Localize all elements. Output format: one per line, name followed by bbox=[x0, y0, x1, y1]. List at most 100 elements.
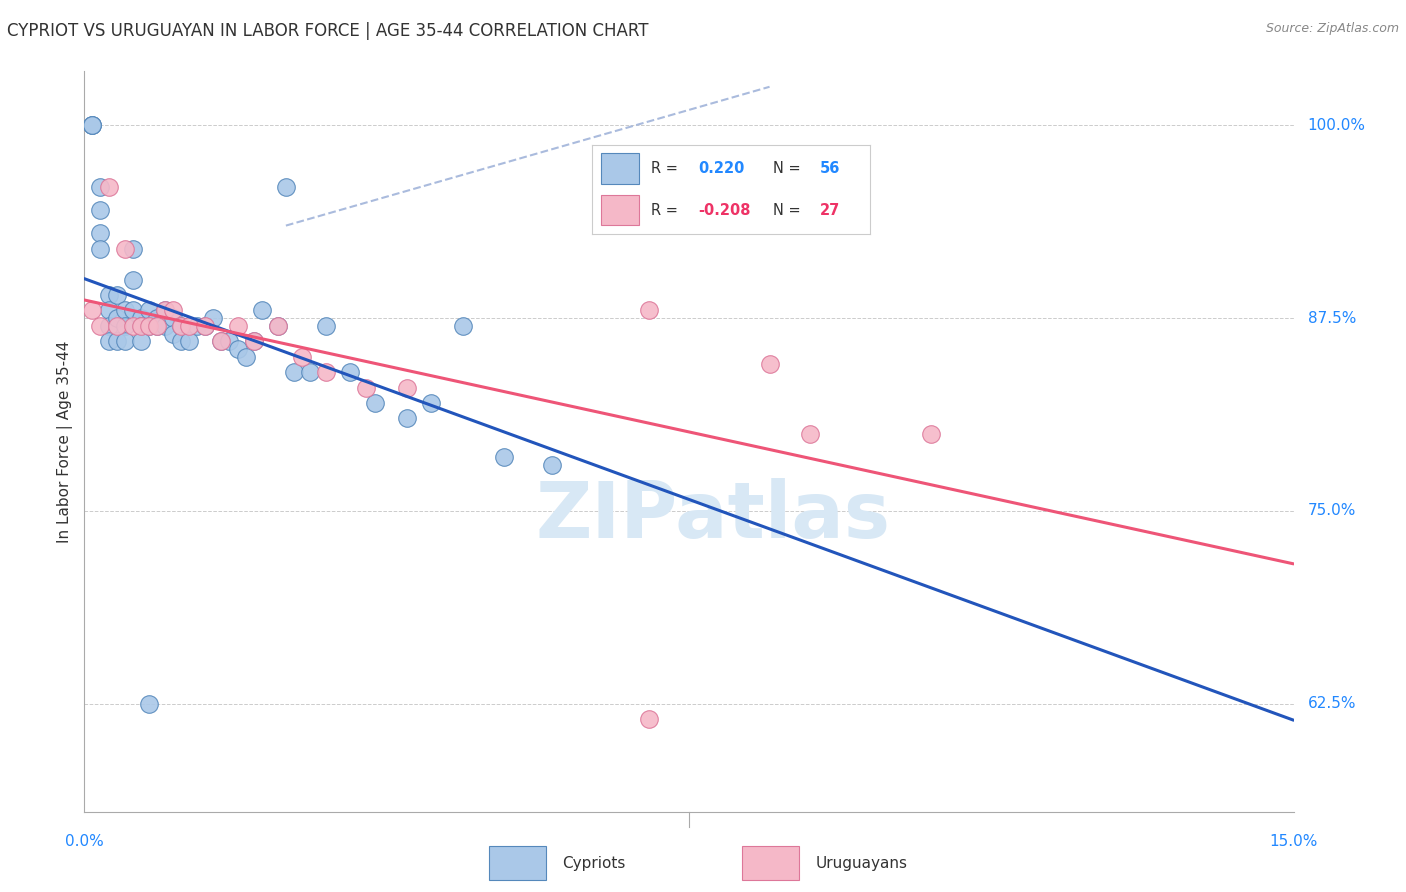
Point bbox=[121, 303, 143, 318]
Point bbox=[138, 697, 160, 711]
Point bbox=[97, 288, 120, 302]
Point bbox=[202, 311, 225, 326]
Text: -0.208: -0.208 bbox=[697, 202, 751, 218]
Point bbox=[395, 411, 418, 425]
Point bbox=[82, 119, 104, 133]
Point bbox=[121, 272, 143, 286]
Point bbox=[209, 334, 232, 349]
Point bbox=[451, 318, 474, 333]
Bar bbox=[742, 846, 799, 880]
Point bbox=[138, 318, 160, 333]
Point bbox=[799, 426, 821, 441]
Point bbox=[226, 342, 249, 356]
Point bbox=[105, 334, 128, 349]
Text: 0.0%: 0.0% bbox=[65, 834, 104, 849]
Point bbox=[291, 350, 314, 364]
Point bbox=[97, 334, 120, 349]
Point bbox=[97, 180, 120, 194]
Point bbox=[170, 318, 193, 333]
Point bbox=[179, 318, 201, 333]
Point bbox=[226, 318, 249, 333]
Bar bbox=[600, 195, 640, 226]
Text: 56: 56 bbox=[820, 161, 841, 176]
Point bbox=[146, 318, 169, 333]
Point bbox=[153, 303, 176, 318]
Point bbox=[82, 119, 104, 133]
Point bbox=[492, 450, 515, 464]
Text: 27: 27 bbox=[820, 202, 841, 218]
Text: 62.5%: 62.5% bbox=[1308, 697, 1355, 711]
Point bbox=[138, 303, 160, 318]
Point bbox=[114, 318, 136, 333]
Bar bbox=[600, 153, 640, 184]
Point bbox=[395, 380, 418, 394]
Point bbox=[283, 365, 305, 379]
Text: ZIPatlas: ZIPatlas bbox=[536, 477, 890, 554]
Point bbox=[105, 311, 128, 326]
Point bbox=[82, 303, 104, 318]
Point bbox=[186, 318, 208, 333]
Point bbox=[209, 334, 232, 349]
Text: 87.5%: 87.5% bbox=[1308, 310, 1355, 326]
Point bbox=[146, 311, 169, 326]
Point bbox=[637, 303, 659, 318]
Point bbox=[170, 334, 193, 349]
Point bbox=[162, 311, 184, 326]
Point bbox=[82, 119, 104, 133]
Point bbox=[121, 318, 143, 333]
Point bbox=[89, 203, 111, 218]
Point bbox=[194, 318, 217, 333]
Point bbox=[235, 350, 257, 364]
Point bbox=[920, 426, 942, 441]
Text: R =: R = bbox=[651, 202, 678, 218]
Point bbox=[267, 318, 290, 333]
Point bbox=[315, 365, 337, 379]
Point bbox=[242, 334, 264, 349]
Point bbox=[114, 242, 136, 256]
Point bbox=[146, 318, 169, 333]
Point bbox=[89, 318, 111, 333]
Text: CYPRIOT VS URUGUAYAN IN LABOR FORCE | AGE 35-44 CORRELATION CHART: CYPRIOT VS URUGUAYAN IN LABOR FORCE | AG… bbox=[7, 22, 648, 40]
Point bbox=[129, 311, 152, 326]
Bar bbox=[489, 846, 546, 880]
Y-axis label: In Labor Force | Age 35-44: In Labor Force | Age 35-44 bbox=[58, 341, 73, 542]
Point bbox=[89, 180, 111, 194]
Point bbox=[250, 303, 273, 318]
Text: N =: N = bbox=[773, 202, 800, 218]
Point bbox=[162, 303, 184, 318]
Point bbox=[129, 318, 152, 333]
Point bbox=[129, 318, 152, 333]
Point bbox=[218, 334, 240, 349]
Point bbox=[299, 365, 322, 379]
Point bbox=[267, 318, 290, 333]
Point bbox=[420, 396, 443, 410]
Text: Cypriots: Cypriots bbox=[562, 855, 626, 871]
Point bbox=[541, 458, 564, 472]
Point bbox=[170, 318, 193, 333]
Point bbox=[758, 358, 780, 372]
Point bbox=[114, 334, 136, 349]
Text: 75.0%: 75.0% bbox=[1308, 503, 1355, 518]
Point bbox=[274, 180, 297, 194]
Point bbox=[97, 318, 120, 333]
Point bbox=[89, 242, 111, 256]
Point bbox=[356, 380, 378, 394]
Text: Uruguayans: Uruguayans bbox=[815, 855, 907, 871]
Point bbox=[89, 227, 111, 241]
Point bbox=[179, 334, 201, 349]
Point bbox=[114, 303, 136, 318]
Point bbox=[194, 318, 217, 333]
Point bbox=[121, 242, 143, 256]
Point bbox=[363, 396, 385, 410]
Point bbox=[153, 318, 176, 333]
Point bbox=[242, 334, 264, 349]
Point bbox=[105, 288, 128, 302]
Point bbox=[315, 318, 337, 333]
Point bbox=[162, 326, 184, 341]
Point bbox=[153, 303, 176, 318]
Text: 100.0%: 100.0% bbox=[1308, 118, 1365, 133]
Text: R =: R = bbox=[651, 161, 678, 176]
Text: Source: ZipAtlas.com: Source: ZipAtlas.com bbox=[1265, 22, 1399, 36]
Text: 0.220: 0.220 bbox=[697, 161, 744, 176]
Point bbox=[129, 334, 152, 349]
